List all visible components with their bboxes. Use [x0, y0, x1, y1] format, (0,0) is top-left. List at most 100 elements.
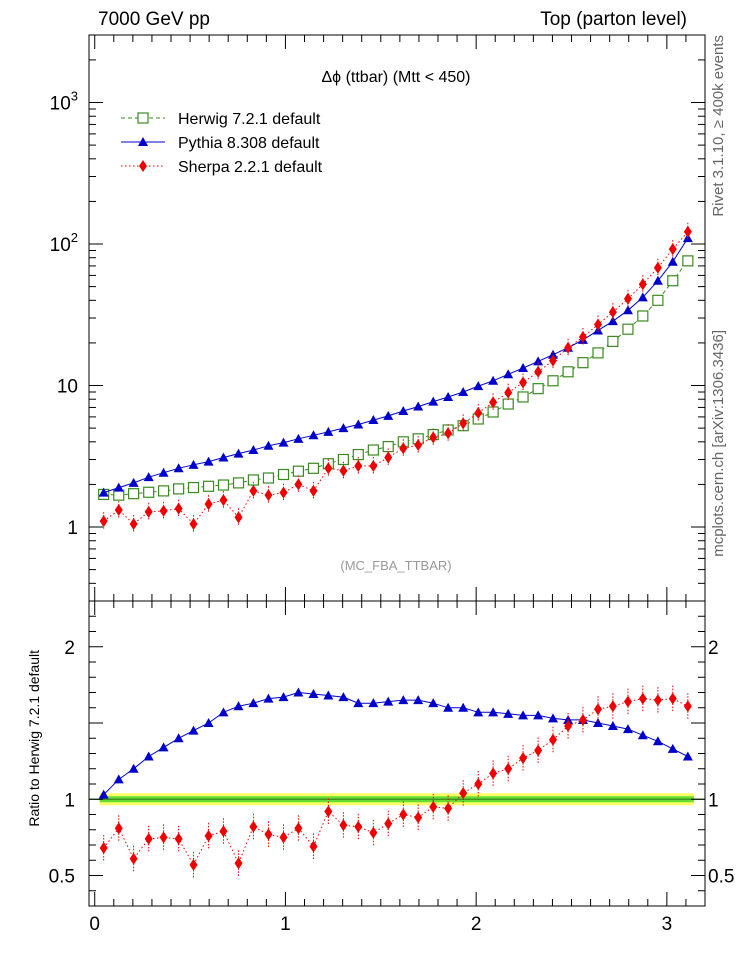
ratio-line-1: [103, 698, 689, 866]
ratio-point: [622, 724, 633, 734]
ratio-point: [594, 703, 603, 716]
data-point: [114, 503, 123, 516]
ratio-point: [444, 802, 453, 815]
data-point: [369, 459, 378, 472]
data-point: [278, 437, 289, 447]
ratio-point: [113, 774, 124, 784]
ratio-point: [413, 695, 424, 705]
data-point: [562, 366, 574, 378]
data-point: [592, 347, 604, 359]
data-point: [503, 369, 514, 379]
ratio-point: [593, 718, 604, 727]
ratio-point: [473, 707, 484, 717]
ratio-point: [353, 698, 364, 708]
ratio-point: [503, 708, 514, 718]
ratio-point: [383, 696, 394, 706]
data-point: [308, 430, 319, 440]
series-line-1: [103, 237, 689, 494]
ratio-point: [548, 713, 559, 723]
data-point: [337, 453, 350, 466]
ratio-point: [174, 832, 183, 845]
ratio-point: [504, 762, 513, 775]
ratio-point: [309, 840, 318, 853]
legend-label: Sherpa 2.2.1 default: [178, 159, 323, 176]
ratio-point: [308, 689, 319, 699]
data-point: [263, 440, 274, 450]
ratio-point: [428, 698, 439, 708]
series-line-2: [103, 231, 689, 525]
ratio-point: [637, 730, 648, 740]
data-point: [608, 306, 617, 319]
data-point: [98, 487, 109, 497]
data-point: [113, 489, 125, 501]
data-point: [518, 362, 529, 372]
ratio-y-tick-label: 0.5: [49, 867, 75, 888]
ratio-point: [323, 690, 334, 700]
data-point: [158, 467, 169, 477]
ratio-point: [369, 826, 378, 839]
data-point: [638, 278, 647, 291]
data-point: [428, 396, 439, 406]
series-line-0: [103, 260, 689, 496]
data-point: [128, 488, 140, 500]
data-point: [532, 383, 544, 395]
ratio-point: [114, 822, 123, 835]
data-point: [128, 477, 139, 487]
data-point: [203, 456, 214, 466]
ratio-point: [683, 700, 692, 713]
ratio-point: [474, 778, 483, 790]
data-point: [217, 479, 230, 491]
data-point: [489, 396, 498, 409]
data-point: [382, 441, 394, 453]
data-point: [548, 349, 559, 359]
data-point: [564, 341, 573, 354]
data-point: [533, 356, 544, 366]
ratio-point: [293, 687, 304, 697]
data-point: [202, 480, 215, 492]
data-point: [607, 335, 619, 347]
ratio-point: [607, 721, 618, 731]
data-point: [458, 386, 469, 396]
ratio-point: [143, 751, 154, 761]
data-point: [443, 391, 454, 401]
ratio-point: [668, 692, 677, 705]
ratio-point: [667, 743, 678, 753]
ratio-point: [264, 828, 273, 841]
ratio-plot-frame: [88, 600, 706, 907]
x-tick-labels: 0 1 2 3: [89, 914, 672, 935]
header-right: Top (parton level): [540, 9, 687, 30]
data-point: [367, 444, 379, 456]
ratio-point: [623, 695, 632, 708]
data-point: [189, 518, 198, 531]
data-point: [459, 417, 468, 430]
data-point: [504, 386, 513, 399]
data-point: [338, 423, 349, 433]
data-point: [354, 459, 363, 472]
side-rivet: Rivet 3.1.10, ≥ 400k events: [710, 35, 727, 217]
ratio-point: [414, 811, 423, 824]
ratio-point: [458, 702, 469, 712]
ratio-point: [218, 707, 229, 717]
ratio-y-axis-label: Ratio to Herwig 7.2.1 default: [26, 650, 42, 827]
ratio-point: [534, 744, 543, 757]
ratio-reference-band: [89, 793, 705, 806]
data-point: [399, 442, 408, 455]
main-y-tick-labels: 1 10 102 103: [50, 89, 78, 539]
data-point: [622, 323, 634, 335]
data-point: [143, 472, 154, 482]
data-point: [249, 484, 258, 497]
x-tick-label: 3: [662, 914, 673, 935]
data-point: [444, 427, 453, 440]
ratio-point: [203, 718, 214, 727]
ratio-point: [653, 694, 662, 707]
data-point: [414, 438, 423, 451]
ratio-point: [324, 805, 333, 818]
ratio-y-tick-label-right: 1: [708, 790, 719, 811]
data-point: [547, 375, 559, 387]
data-point: [219, 494, 228, 507]
ratio-point: [233, 701, 244, 711]
data-point: [307, 462, 320, 474]
data-point: [292, 465, 305, 477]
data-point: [413, 401, 424, 411]
ratio-point: [564, 720, 573, 733]
